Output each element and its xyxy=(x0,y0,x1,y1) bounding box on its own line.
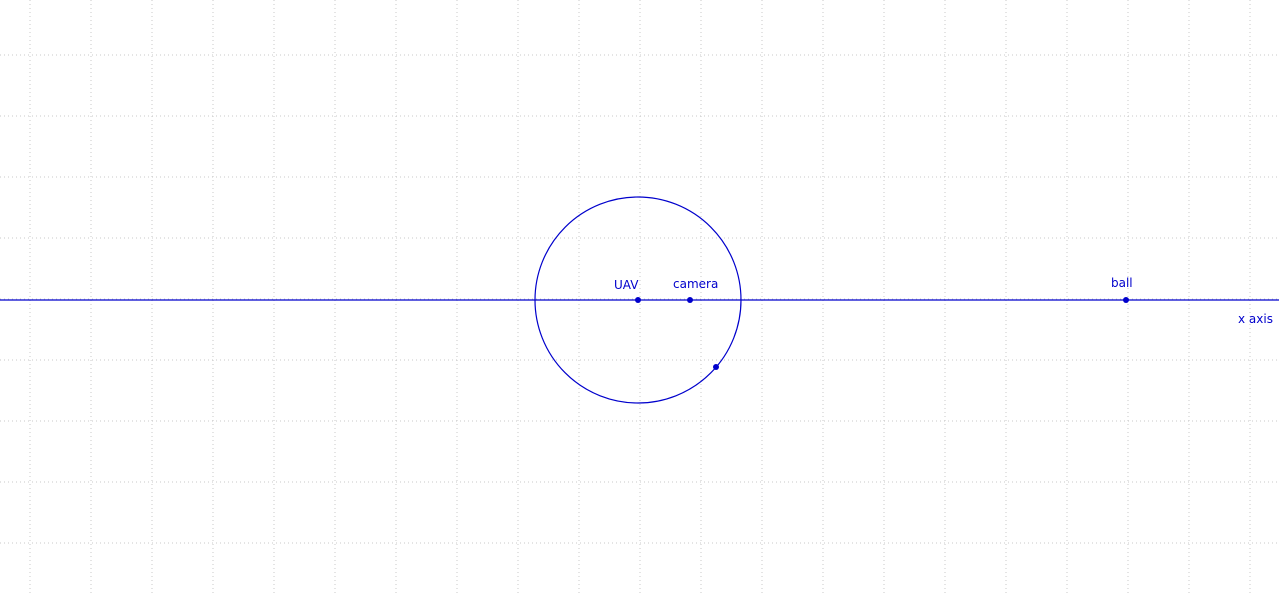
uav-point[interactable] xyxy=(635,297,641,303)
x-axis-label: x axis xyxy=(1238,312,1273,326)
camera-label: camera xyxy=(673,277,718,291)
circle-point[interactable] xyxy=(713,364,719,370)
ball-label: ball xyxy=(1111,276,1133,290)
uav-circle[interactable] xyxy=(534,196,742,404)
ball-point[interactable] xyxy=(1123,297,1129,303)
uav-label: UAV xyxy=(614,278,639,292)
camera-point[interactable] xyxy=(687,297,693,303)
